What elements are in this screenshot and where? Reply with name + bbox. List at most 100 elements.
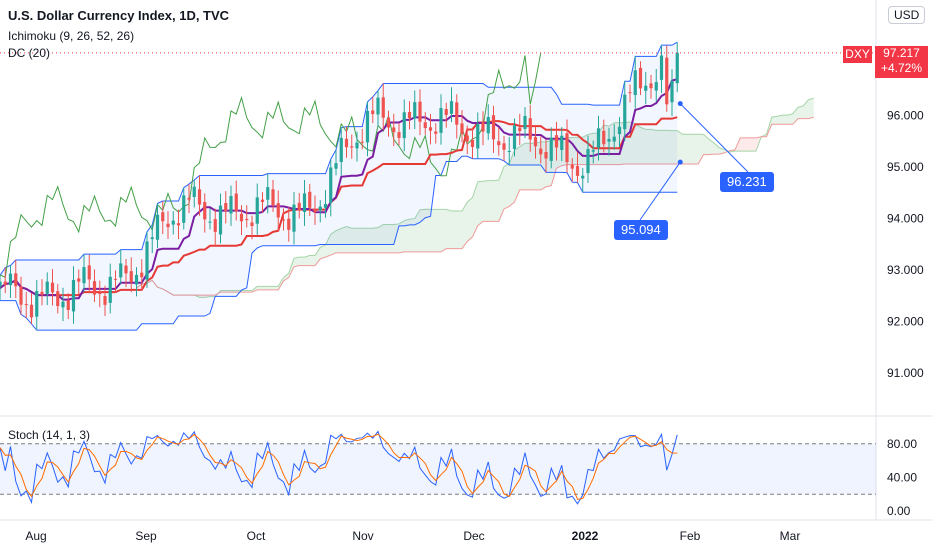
candle-body [365, 110, 370, 143]
candle-body [297, 202, 301, 211]
leading-span-b [136, 116, 814, 296]
ichimoku-cloud-segment [661, 130, 667, 164]
ichimoku-cloud-segment [693, 134, 699, 164]
candle-body [82, 267, 86, 284]
time-tick-label: Feb [680, 529, 701, 543]
last-price-tag: 97.217 +4.72% [875, 46, 928, 78]
candle-body [71, 279, 76, 312]
candle-body [386, 117, 391, 128]
candle-body [287, 218, 291, 230]
candle-body [292, 204, 296, 232]
ichimoku-cloud-segment [666, 130, 672, 164]
candle-body [3, 281, 7, 285]
candle-body [66, 300, 70, 311]
candle-body [208, 221, 212, 223]
candle-body [602, 130, 606, 145]
candle-body [187, 197, 191, 200]
stoch-legend[interactable]: Stoch (14, 1, 3) [8, 428, 91, 442]
donchian-upper [0, 41, 678, 276]
callout-upper[interactable]: 96.231 [720, 172, 774, 192]
candle-body [644, 85, 648, 91]
ichimoku-cloud-segment [283, 273, 289, 281]
ichimoku-cloud-segment [451, 210, 457, 249]
candle-body [229, 196, 233, 214]
ichimoku-cloud-segment [273, 286, 279, 290]
candle-body [155, 214, 160, 240]
candle-body [413, 102, 417, 119]
currency-button[interactable]: USD [888, 6, 926, 24]
ichimoku-legend[interactable]: Ichimoku (9, 26, 52, 26) [8, 29, 135, 43]
candle-body [0, 281, 2, 287]
kijun-line [0, 116, 678, 297]
candle-body [497, 141, 501, 146]
candle-body [575, 166, 580, 176]
ichimoku-cloud-segment [472, 181, 478, 237]
candle-body [376, 97, 380, 115]
tenkan-line [0, 78, 678, 301]
ichimoku-cloud-segment [677, 130, 683, 164]
ichimoku-cloud-segment [299, 257, 305, 266]
candle-body [491, 115, 496, 140]
ichimoku-cloud-segment [530, 143, 536, 190]
ichimoku-cloud-segment [640, 127, 646, 164]
ichimoku-cloud-segment [782, 115, 788, 125]
candle-body [24, 304, 28, 306]
candle-body [171, 220, 175, 225]
candle-body [371, 110, 375, 115]
candle-body [512, 125, 517, 149]
candle-body [92, 281, 97, 295]
ichimoku-cloud-segment [483, 180, 489, 222]
price-tick-label: 93.000 [887, 263, 924, 277]
candle-body [434, 131, 438, 134]
ichimoku-cloud-segment [362, 228, 368, 253]
candle-body [40, 291, 44, 295]
candle-body [539, 148, 543, 155]
candle-body [518, 127, 522, 132]
candle-body [203, 202, 207, 220]
ichimoku-cloud-segment [740, 137, 746, 152]
ichimoku-cloud-segment [409, 218, 415, 252]
ichimoku-cloud-segment [714, 142, 720, 155]
candle-body [612, 136, 616, 142]
candle-body [444, 109, 448, 115]
donchian-lower [0, 155, 678, 331]
ichimoku-cloud-segment [257, 286, 263, 290]
donchian-legend[interactable]: DC (20) [8, 46, 51, 60]
ichimoku-cloud-segment [708, 139, 714, 155]
stoch-band [0, 443, 876, 495]
ichimoku-cloud-segment [462, 202, 468, 249]
candle-body [140, 272, 144, 278]
candle-body [260, 199, 265, 202]
candle-body [271, 189, 275, 206]
candle-body [428, 127, 433, 131]
candle-body [423, 122, 427, 128]
ichimoku-cloud-segment [488, 180, 494, 222]
ichimoku-cloud-segment [346, 226, 352, 253]
ichimoku-cloud-segment [420, 209, 426, 252]
ichimoku-cloud-segment [336, 228, 342, 253]
candle-body [87, 265, 91, 280]
candle-body [323, 203, 328, 208]
candle-body [607, 138, 611, 142]
ichimoku-cloud-segment [808, 98, 814, 119]
ichimoku-cloud-segment [309, 255, 315, 266]
stoch-tick-label: 0.00 [887, 504, 911, 518]
ichimoku-cloud-segment [262, 286, 268, 290]
candle-body [239, 213, 244, 222]
ichimoku-cloud-segment [414, 209, 420, 252]
candle-body [659, 55, 664, 80]
candle-body [302, 193, 307, 212]
callout-lower[interactable]: 95.094 [614, 220, 668, 240]
candle-body [29, 304, 34, 318]
candle-body [45, 281, 49, 294]
candle-body [638, 67, 643, 89]
candle-body [439, 108, 443, 133]
candle-body [250, 222, 254, 227]
ichimoku-cloud-segment [199, 295, 205, 298]
candle-body [355, 142, 359, 149]
ichimoku-cloud-segment [672, 130, 678, 164]
time-tick-label: Nov [352, 529, 373, 543]
ichimoku-cloud-segment [425, 209, 431, 252]
